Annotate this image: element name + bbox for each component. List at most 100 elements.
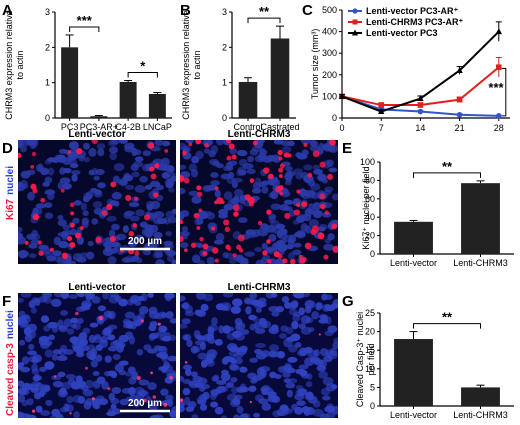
nucleus-blue [191, 155, 200, 164]
nucleus-blue [253, 412, 260, 418]
nucleus-blue [167, 373, 176, 379]
nucleus-red [106, 203, 113, 211]
nucleus-blue [272, 154, 280, 162]
nucleus-blue [97, 305, 107, 312]
nucleus-red [180, 175, 185, 183]
nucleus-red [277, 149, 283, 156]
y-tick-label: 15 [365, 345, 375, 355]
nucleus-blue [298, 214, 307, 222]
nucleus-blue [134, 185, 146, 193]
nucleus-blue [283, 199, 294, 205]
nucleus-red [37, 240, 43, 245]
significance-bracket [127, 72, 158, 78]
nucleus-blue [180, 242, 189, 248]
nucleus-blue [236, 149, 247, 156]
nucleus-blue [312, 210, 323, 219]
nucleus-red [69, 412, 72, 415]
f-title-chrm3: Lenti-CHRM3 [228, 282, 291, 293]
nucleus-blue [239, 257, 249, 264]
significance-label: ** [442, 310, 453, 325]
nucleus-blue [57, 181, 64, 190]
nucleus-blue [207, 338, 216, 344]
nucleus-blue [18, 339, 26, 346]
y-axis-label: CHRM3 expression relative [181, 10, 191, 120]
nucleus-blue [121, 387, 132, 394]
nucleus-blue [125, 184, 135, 191]
nucleus-blue [82, 302, 91, 309]
nucleus-blue [93, 175, 100, 181]
nucleus-blue [291, 320, 299, 330]
nucleus-blue [20, 293, 32, 298]
nucleus-blue [194, 340, 206, 346]
y-tick-label: 40 [365, 212, 375, 222]
panel-label-g: G [342, 293, 354, 310]
nucleus-red [91, 140, 98, 145]
nucleus-red [125, 194, 132, 202]
nucleus-blue [164, 332, 172, 341]
nucleus-blue [279, 203, 290, 211]
svg-text:Ki67nuclei: Ki67 nuclei [5, 166, 16, 220]
nucleus-blue [82, 327, 91, 334]
nucleus-blue [135, 393, 145, 401]
nucleus-blue [271, 311, 280, 317]
nucleus-blue [325, 349, 333, 358]
nucleus-blue [134, 300, 142, 306]
nucleus-blue [206, 354, 214, 363]
nucleus-blue [92, 201, 103, 209]
nucleus-blue [169, 410, 176, 418]
nucleus-blue [262, 254, 271, 261]
nucleus-blue [167, 355, 176, 362]
nucleus-blue [27, 191, 35, 201]
nucleus-blue [26, 169, 36, 175]
nucleus-blue [261, 387, 269, 396]
nucleus-blue [310, 183, 321, 191]
nucleus-blue [211, 375, 219, 382]
nucleus-blue [248, 314, 257, 321]
nucleus-blue [137, 296, 145, 302]
nucleus-blue [27, 323, 38, 333]
nucleus-blue [229, 147, 238, 155]
nucleus-red [195, 140, 202, 145]
nucleus-blue [107, 256, 117, 264]
nucleus-blue [83, 401, 92, 410]
nucleus-blue [315, 302, 323, 311]
cells-f-chrm3 [180, 293, 338, 418]
y-tick-label: 1 [222, 78, 227, 88]
nucleus-red [221, 200, 225, 205]
bar [461, 183, 500, 254]
nucleus-blue [300, 140, 311, 145]
nucleus-blue [61, 234, 68, 241]
nucleus-red [182, 150, 187, 156]
nucleus-red [302, 257, 307, 262]
significance-label: ** [259, 4, 270, 19]
nucleus-blue [198, 211, 209, 220]
nucleus-blue [319, 413, 330, 418]
nucleus-blue [39, 366, 47, 372]
nucleus-blue [27, 330, 37, 339]
nucleus-blue [154, 140, 164, 147]
nucleus-blue [18, 388, 28, 395]
nucleus-blue [18, 362, 25, 368]
nucleus-blue [118, 369, 126, 376]
nucleus-blue [108, 294, 120, 304]
series-point [456, 66, 463, 73]
nucleus-blue [51, 353, 59, 361]
nucleus-blue [55, 413, 64, 418]
nucleus-blue [220, 305, 229, 311]
nucleus-blue [88, 353, 97, 361]
nucleus-blue [27, 350, 37, 356]
nucleus-red [24, 240, 29, 245]
panel-label-d: D [2, 140, 13, 157]
nucleus-blue [324, 238, 332, 244]
x-tick-label: Control [233, 122, 262, 132]
nucleus-blue [44, 349, 53, 358]
nucleus-blue [294, 393, 305, 401]
nucleus-blue [246, 168, 256, 175]
nucleus-red [262, 250, 268, 256]
nucleus-blue [265, 225, 276, 233]
nucleus-blue [92, 335, 103, 344]
nucleus-red [49, 247, 54, 252]
nucleus-blue [63, 403, 70, 412]
nucleus-blue [46, 157, 58, 163]
nucleus-blue [25, 140, 37, 146]
